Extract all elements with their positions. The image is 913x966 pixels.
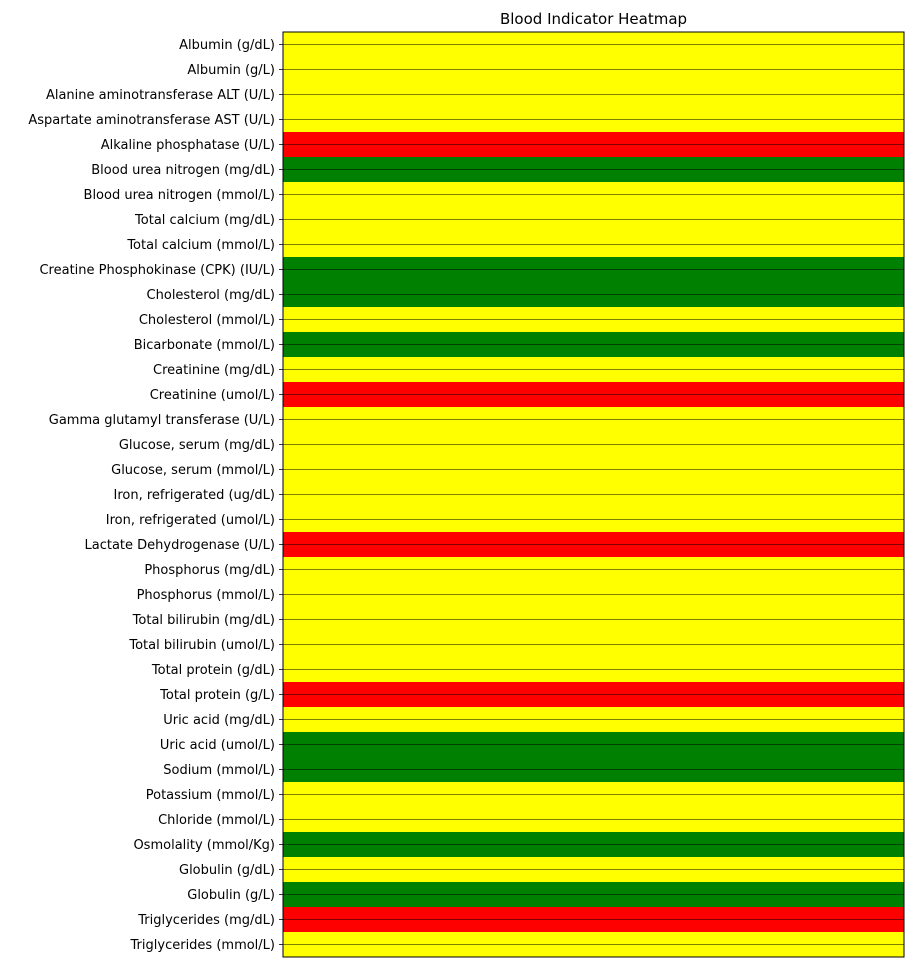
y-tick-label-row-12: Cholesterol (mmol/L) xyxy=(139,313,275,328)
y-tick-label-row-16: Gamma glutamyl transferase (U/L) xyxy=(49,413,275,428)
y-tick-label-row-5: Alkaline phosphatase (U/L) xyxy=(101,138,275,153)
y-tick-label-row-11: Cholesterol (mg/dL) xyxy=(147,288,275,303)
y-axis-labels: Albumin (g/dL) Albumin (g/L) Alanine amino… xyxy=(28,38,275,953)
y-tick-label-row-34: Globulin (g/dL) xyxy=(179,863,275,878)
y-tick-label-row-32: Chloride (mmol/L) xyxy=(158,813,275,828)
y-tick-label-row-13: Bicarbonate (mmol/L) xyxy=(134,338,275,353)
y-tick-label-row-17: Glucose, serum (mg/dL) xyxy=(119,438,275,453)
y-tick-label-row-19: Iron, refrigerated (ug/dL) xyxy=(114,488,276,503)
y-tick-label-row-15: Creatinine (umol/L) xyxy=(150,388,275,403)
heatmap-cells xyxy=(283,32,904,958)
y-tick-label-row-3: Alanine aminotransferase ALT (U/L) xyxy=(46,88,275,103)
y-tick-label-row-18: Glucose, serum (mmol/L) xyxy=(111,463,275,478)
y-tick-label-row-7: Blood urea nitrogen (mmol/L) xyxy=(84,188,275,203)
y-tick-label-row-31: Potassium (mmol/L) xyxy=(146,788,275,803)
y-tick-label-row-35: Globulin (g/L) xyxy=(187,888,275,903)
y-tick-label-row-4: Aspartate aminotransferase AST (U/L) xyxy=(28,113,275,128)
y-tick-label-row-10: Creatine Phosphokinase (CPK) (IU/L) xyxy=(39,263,275,278)
y-tick-label-row-1: Albumin (g/dL) xyxy=(179,38,275,53)
y-tick-label-row-20: Iron, refrigerated (umol/L) xyxy=(106,513,275,528)
y-tick-label-row-22: Phosphorus (mg/dL) xyxy=(144,563,275,578)
y-tick-label-row-9: Total calcium (mmol/L) xyxy=(126,238,275,253)
y-tick-label-row-2: Albumin (g/L) xyxy=(187,63,275,78)
y-tick-label-row-8: Total calcium (mg/dL) xyxy=(134,213,275,228)
y-tick-label-row-21: Lactate Dehydrogenase (U/L) xyxy=(85,538,276,553)
y-tick-label-row-29: Uric acid (umol/L) xyxy=(160,738,275,753)
y-tick-label-row-36: Triglycerides (mg/dL) xyxy=(137,913,275,928)
y-tick-label-row-26: Total protein (g/dL) xyxy=(151,663,275,678)
y-tick-label-row-14: Creatinine (mg/dL) xyxy=(153,363,275,378)
y-tick-label-row-23: Phosphorus (mmol/L) xyxy=(137,588,275,603)
y-tick-label-row-33: Osmolality (mmol/Kg) xyxy=(133,838,275,853)
y-tick-label-row-6: Blood urea nitrogen (mg/dL) xyxy=(91,163,275,178)
y-tick-label-row-28: Uric acid (mg/dL) xyxy=(163,713,275,728)
y-tick-label-row-25: Total bilirubin (umol/L) xyxy=(128,638,275,653)
plot-frame xyxy=(282,31,905,958)
y-tick-label-row-30: Sodium (mmol/L) xyxy=(163,763,275,778)
chart-title: Blood Indicator Heatmap xyxy=(500,10,687,28)
y-axis-ticks xyxy=(279,44,283,945)
y-tick-label-row-24: Total bilirubin (mg/dL) xyxy=(132,613,275,628)
y-tick-label-row-27: Total protein (g/L) xyxy=(159,688,275,703)
y-tick-label-row-37: Triglycerides (mmol/L) xyxy=(130,938,275,953)
